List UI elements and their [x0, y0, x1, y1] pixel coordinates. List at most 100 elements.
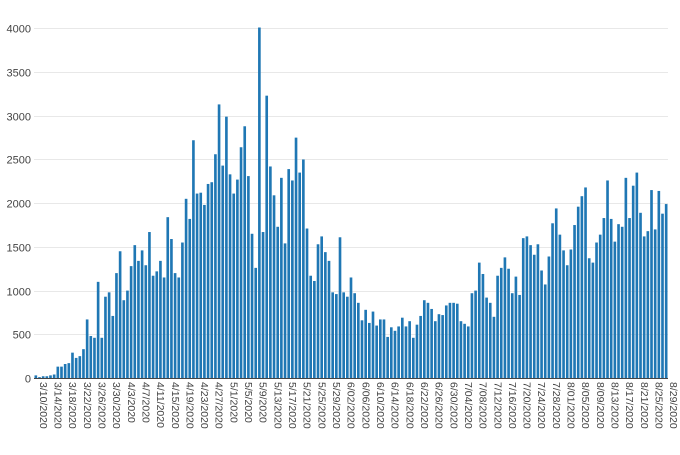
bar[interactable] — [126, 290, 129, 378]
bar[interactable] — [93, 337, 96, 378]
bar[interactable] — [437, 314, 441, 378]
bar[interactable] — [496, 275, 499, 378]
bar[interactable] — [386, 336, 389, 378]
bar[interactable] — [52, 374, 56, 379]
bar[interactable] — [316, 244, 320, 378]
bar[interactable] — [419, 315, 422, 378]
bar[interactable] — [415, 324, 419, 378]
bar[interactable] — [628, 218, 631, 378]
bar[interactable] — [67, 363, 71, 378]
bar[interactable] — [481, 273, 485, 378]
bar[interactable] — [309, 275, 313, 378]
bar[interactable] — [199, 192, 203, 378]
bar[interactable] — [639, 212, 642, 378]
bar[interactable] — [562, 250, 565, 378]
bar[interactable] — [294, 137, 298, 378]
bar[interactable] — [335, 294, 338, 378]
bar[interactable] — [184, 198, 188, 378]
bar[interactable] — [283, 243, 287, 378]
bar[interactable] — [63, 364, 67, 378]
bar[interactable] — [466, 326, 470, 378]
bar[interactable] — [357, 302, 360, 378]
bar[interactable] — [239, 147, 243, 378]
bar[interactable] — [41, 376, 45, 378]
bar[interactable] — [463, 323, 466, 378]
bar[interactable] — [606, 180, 609, 378]
bar[interactable] — [254, 267, 258, 378]
bar[interactable] — [653, 229, 657, 378]
bar[interactable] — [338, 237, 342, 378]
bar[interactable] — [45, 376, 49, 378]
bar[interactable] — [144, 265, 148, 378]
bar[interactable] — [272, 195, 276, 378]
bar[interactable] — [503, 257, 507, 378]
bar[interactable] — [349, 277, 353, 378]
bar[interactable] — [657, 190, 661, 378]
bar[interactable] — [543, 284, 547, 378]
bar[interactable] — [397, 326, 400, 378]
bar[interactable] — [261, 232, 265, 378]
bar[interactable] — [305, 228, 309, 378]
bar[interactable] — [313, 280, 316, 378]
bar[interactable] — [287, 169, 291, 378]
bar[interactable] — [173, 273, 177, 378]
bar[interactable] — [631, 185, 635, 378]
bar[interactable] — [452, 302, 455, 378]
bar[interactable] — [525, 236, 529, 378]
bar[interactable] — [115, 273, 118, 378]
bar[interactable] — [646, 231, 650, 378]
bar[interactable] — [280, 177, 283, 378]
bar[interactable] — [488, 302, 492, 378]
bar[interactable] — [107, 292, 111, 378]
bar[interactable] — [430, 308, 433, 378]
bar[interactable] — [166, 217, 170, 378]
bar[interactable] — [433, 321, 437, 378]
bar[interactable] — [389, 327, 393, 378]
bar[interactable] — [232, 193, 236, 378]
bar[interactable] — [78, 356, 82, 378]
bar[interactable] — [302, 159, 305, 378]
bar[interactable] — [661, 213, 664, 378]
bar[interactable] — [346, 296, 349, 378]
bar[interactable] — [499, 267, 503, 378]
bar[interactable] — [217, 104, 221, 378]
bar[interactable] — [635, 172, 639, 378]
bar[interactable] — [360, 320, 364, 378]
bar[interactable] — [650, 190, 653, 378]
bar[interactable] — [228, 174, 232, 378]
bar[interactable] — [100, 337, 104, 378]
bar[interactable] — [342, 292, 345, 378]
bar[interactable] — [580, 196, 584, 378]
bar[interactable] — [38, 377, 41, 378]
bar[interactable] — [393, 330, 397, 378]
bar[interactable] — [411, 337, 415, 378]
bar[interactable] — [547, 256, 551, 379]
bar[interactable] — [551, 223, 554, 378]
bar[interactable] — [507, 268, 510, 378]
bar[interactable] — [236, 179, 239, 378]
bar[interactable] — [584, 187, 587, 378]
bar[interactable] — [400, 317, 404, 378]
bar[interactable] — [89, 336, 93, 378]
bar[interactable] — [455, 303, 459, 378]
bar[interactable] — [250, 233, 254, 378]
bar[interactable] — [162, 277, 166, 378]
bar[interactable] — [118, 251, 122, 378]
bar[interactable] — [602, 218, 606, 378]
bar[interactable] — [642, 236, 646, 378]
bar[interactable] — [470, 293, 474, 378]
bar[interactable] — [474, 290, 477, 378]
bar[interactable] — [221, 165, 225, 378]
bar[interactable] — [170, 239, 173, 378]
bar[interactable] — [448, 302, 452, 378]
bar[interactable] — [444, 305, 448, 378]
bar[interactable] — [96, 281, 100, 378]
bar[interactable] — [151, 275, 155, 378]
bar[interactable] — [532, 254, 536, 378]
bar[interactable] — [276, 226, 280, 378]
bar[interactable] — [129, 266, 133, 378]
bar[interactable] — [140, 250, 144, 378]
bar[interactable] — [558, 234, 562, 378]
bar[interactable] — [477, 262, 481, 378]
bar[interactable] — [225, 116, 228, 379]
